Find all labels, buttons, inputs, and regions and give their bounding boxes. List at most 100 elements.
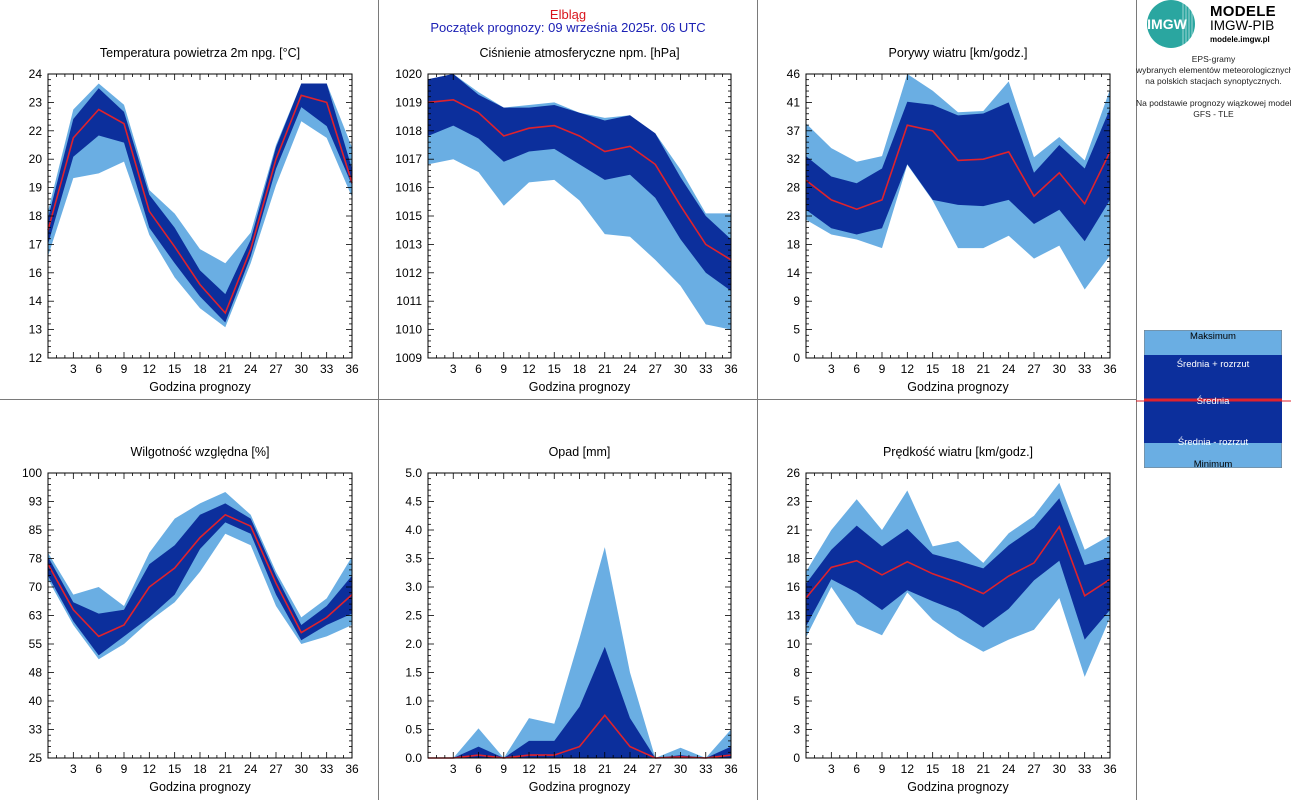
y-tick-label: 23 <box>787 209 801 223</box>
chart-title: Opad [mm] <box>549 445 611 459</box>
x-tick-label: 33 <box>699 762 713 776</box>
info-text: EPS-gramy wybranych elementów meteorolog… <box>1136 54 1291 120</box>
y-tick-label: 25 <box>29 751 43 765</box>
chart-panel-0: 3 6 9 12 15 18 21 24 27 30 33 361213141617181920222… <box>29 46 359 394</box>
mean-line <box>805 124 1111 211</box>
y-tick-label: 5.0 <box>405 466 422 480</box>
y-tick-label: 40 <box>29 694 43 708</box>
band-spread <box>806 101 1110 242</box>
y-tick-label: 14 <box>787 266 801 280</box>
y-tick-label: 1019 <box>395 95 422 109</box>
x-tick-label: 36 <box>345 362 359 376</box>
chart-title: Temperatura powietrza 2m npg. [°C] <box>100 46 300 60</box>
forecast-start: Początek prognozy: 09 września 2025r. 06… <box>430 20 706 35</box>
x-tick-label: 36 <box>1103 762 1117 776</box>
y-tick-label: 1.0 <box>405 694 422 708</box>
y-tick-label: 23 <box>787 495 801 509</box>
x-tick-label: 33 <box>320 762 334 776</box>
info-line: wybranych elementów meteorologicznych <box>1136 65 1291 75</box>
y-tick-label: 19 <box>29 181 43 195</box>
x-tick-label: 33 <box>699 362 713 376</box>
x-tick-label: 21 <box>219 362 233 376</box>
chart-panel-3: 3 6 9 12 15 18 21 24 27 30 33 362533404855637078859… <box>22 445 359 794</box>
y-tick-label: 46 <box>787 67 801 81</box>
x-tick-label: 9 <box>121 762 128 776</box>
chart-panel-5: 3 6 9 12 15 18 21 24 27 30 33 36035810131618212326P… <box>787 445 1117 794</box>
x-tick-label: 12 <box>143 762 157 776</box>
y-tick-label: 0 <box>793 351 800 365</box>
x-tick-label: 6 <box>95 362 102 376</box>
x-tick-label: 18 <box>193 362 207 376</box>
x-tick-label: 21 <box>598 762 612 776</box>
x-tick-label: 21 <box>977 762 991 776</box>
y-tick-label: 85 <box>29 523 43 537</box>
y-tick-label: 33 <box>29 723 43 737</box>
x-tick-label: 27 <box>649 362 663 376</box>
x-tick-label: 9 <box>500 362 507 376</box>
y-tick-label: 18 <box>787 552 801 566</box>
x-tick-label: 18 <box>573 362 587 376</box>
legend-mean: Średnia <box>1196 396 1230 407</box>
x-tick-label: 21 <box>598 362 612 376</box>
y-tick-label: 14 <box>29 294 43 308</box>
legend-min: Minimum <box>1193 459 1233 470</box>
x-tick-label: 3 <box>70 762 77 776</box>
x-tick-label: 3 <box>450 762 457 776</box>
x-tick-label: 27 <box>649 762 663 776</box>
band-spread <box>48 83 352 323</box>
logo-link[interactable]: modele.imgw.pl <box>1210 35 1270 44</box>
x-tick-label: 15 <box>548 762 562 776</box>
y-tick-label: 8 <box>793 666 800 680</box>
x-tick-label: 15 <box>926 362 940 376</box>
y-tick-label: 28 <box>787 181 801 195</box>
x-tick-label: 30 <box>295 362 309 376</box>
y-tick-label: 0.0 <box>405 751 422 765</box>
x-tick-label: 6 <box>475 362 482 376</box>
x-tick-label: 12 <box>522 362 536 376</box>
x-tick-label: 21 <box>977 362 991 376</box>
x-tick-label: 36 <box>724 362 738 376</box>
band-spread <box>806 498 1110 640</box>
band-spread <box>428 74 731 291</box>
x-tick-label: 12 <box>143 362 157 376</box>
y-tick-label: 1015 <box>395 209 422 223</box>
x-tick-label: 24 <box>1002 362 1016 376</box>
logo-line-2: IMGW-PIB <box>1210 18 1275 33</box>
y-tick-label: 2.5 <box>405 609 422 623</box>
band-legend: Maksimum Średnia + rozrzut Średnia Średn… <box>1143 329 1283 470</box>
y-tick-label: 23 <box>29 95 43 109</box>
x-tick-label: 24 <box>1002 762 1016 776</box>
x-tick-label: 3 <box>828 762 835 776</box>
info-line: na polskich stacjach synoptycznych. <box>1145 76 1282 86</box>
y-tick-label: 22 <box>29 124 43 138</box>
x-axis-label: Godzina prognozy <box>149 780 251 794</box>
x-tick-label: 30 <box>1053 362 1067 376</box>
chart-panel-4: 3 6 9 12 15 18 21 24 27 30 33 360.00.51.01.52.02.53… <box>405 445 738 794</box>
chart-panel-1: 3 6 9 12 15 18 21 24 27 30 33 361009101010111012101… <box>395 46 738 394</box>
legend-mean-plus: Średnia + rozrzut <box>1176 359 1250 370</box>
x-tick-label: 15 <box>548 362 562 376</box>
y-tick-label: 0 <box>793 751 800 765</box>
y-tick-label: 18 <box>787 237 801 251</box>
x-tick-label: 27 <box>1027 362 1041 376</box>
x-axis-label: Godzina prognozy <box>907 780 1009 794</box>
y-tick-label: 100 <box>22 466 42 480</box>
x-tick-label: 9 <box>879 362 886 376</box>
x-tick-label: 36 <box>1103 362 1117 376</box>
y-tick-label: 1016 <box>395 181 422 195</box>
chart-title: Wilgotność względna [%] <box>131 445 270 459</box>
band-min-max <box>48 83 352 328</box>
y-tick-label: 5 <box>793 694 800 708</box>
x-tick-label: 18 <box>951 762 965 776</box>
legend-max: Maksimum <box>1190 331 1236 342</box>
legend-swatch <box>1143 329 1283 469</box>
x-tick-label: 21 <box>219 762 233 776</box>
y-tick-label: 16 <box>787 580 801 594</box>
y-tick-label: 20 <box>29 152 43 166</box>
x-axis-label: Godzina prognozy <box>907 380 1009 394</box>
chart-title: Prędkość wiatru [km/godz.] <box>883 445 1033 459</box>
y-tick-label: 1018 <box>395 124 422 138</box>
y-tick-label: 13 <box>29 323 43 337</box>
y-tick-label: 1011 <box>396 294 422 308</box>
